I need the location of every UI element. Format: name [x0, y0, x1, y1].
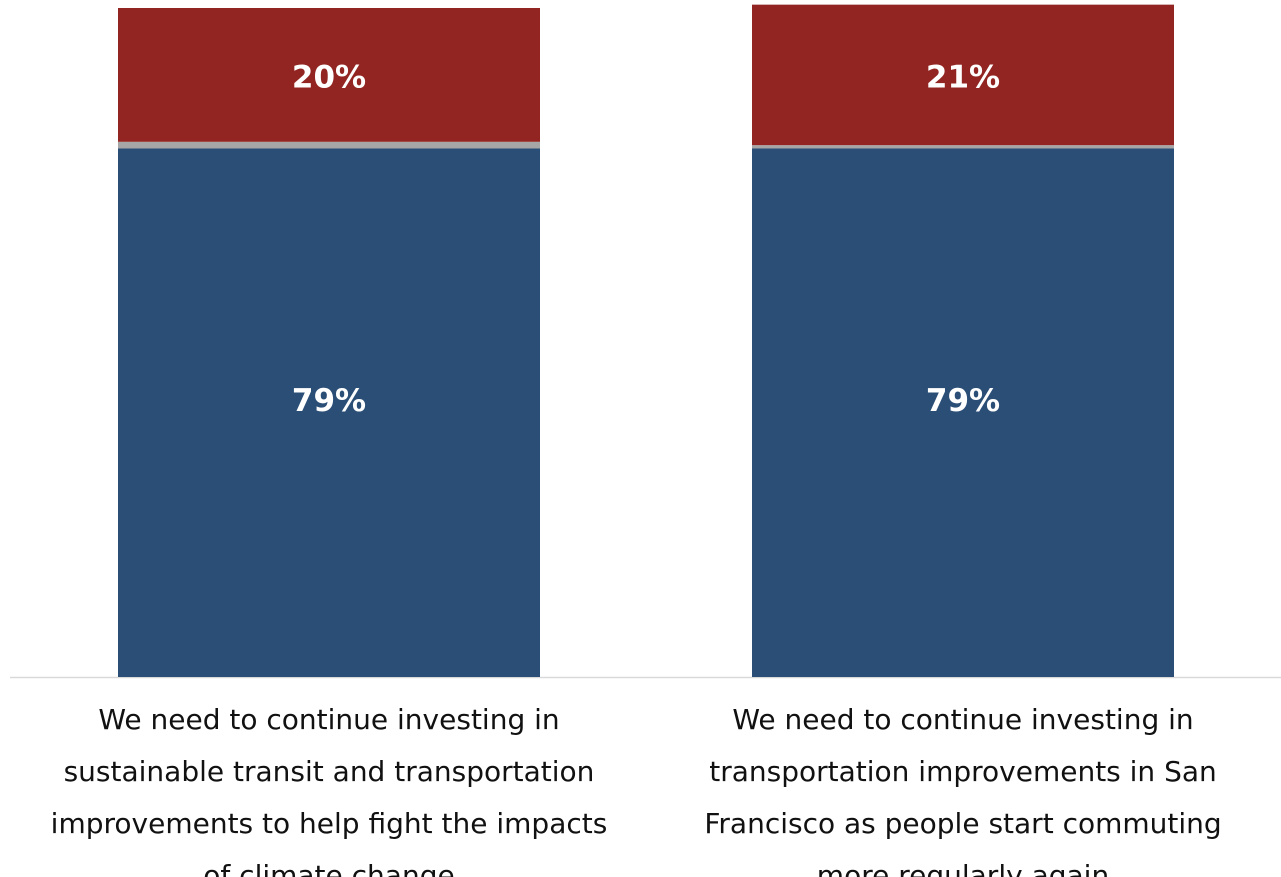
data-label: 79% — [292, 383, 366, 419]
bar-segment — [118, 141, 540, 149]
data-label: 21% — [926, 59, 1000, 95]
data-label: 20% — [292, 59, 366, 95]
bar-segment — [752, 145, 1174, 149]
bar-segment — [118, 8, 540, 142]
data-label: 79% — [926, 383, 1000, 419]
bar-segment — [118, 148, 540, 678]
x-tick-label: We need to continue investing in sustain… — [50, 703, 608, 877]
x-tick-label: We need to continue investing in transpo… — [704, 703, 1222, 877]
bar-segment — [752, 4, 1174, 146]
bar-segment — [752, 148, 1174, 678]
